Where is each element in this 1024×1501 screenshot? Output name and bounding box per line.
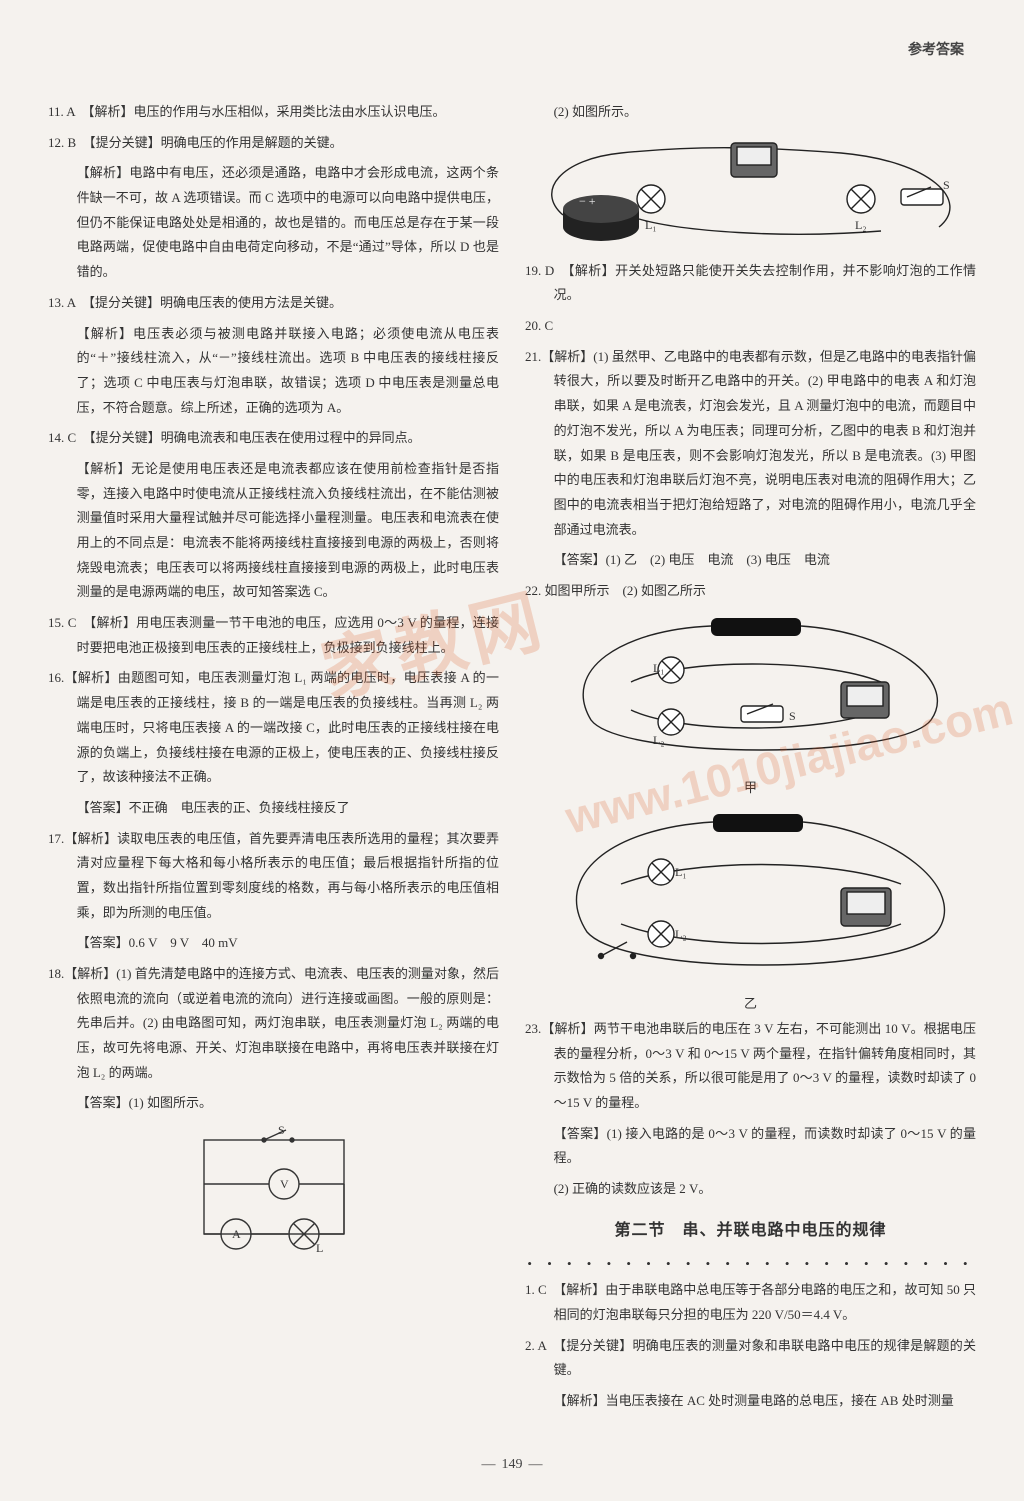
label-l2: L₂ bbox=[855, 218, 867, 232]
q23-ans2: (2) 正确的读数应该是 2 V。 bbox=[525, 1177, 976, 1202]
svg-text:L₂: L₂ bbox=[675, 927, 687, 941]
label-s: S bbox=[278, 1123, 285, 1137]
svg-text:− +: − + bbox=[579, 194, 596, 208]
q23-ans1: 【答案】(1) 接入电路的是 0～3 V 的量程，而读数时却读了 0～15 V … bbox=[525, 1122, 976, 1171]
svg-text:L₂: L₂ bbox=[653, 733, 665, 747]
q16-l1: 16.【解析】由题图可知，电压表测量灯泡 L₁ 两端的电压时，电压表接 A 的一… bbox=[48, 666, 499, 789]
label-v: V bbox=[280, 1177, 289, 1191]
s2-q1: 1. C 【解析】由于串联电路中总电压等于各部分电路的电压之和，故可知 50 只… bbox=[525, 1278, 976, 1327]
q15: 15. C 【解析】用电压表测量一节干电池的电压，应选用 0～3 V 的量程，连… bbox=[48, 611, 499, 660]
section-divider: • • • • • • • • • • • • • • • • • • • • … bbox=[525, 1252, 976, 1268]
label-s: S bbox=[943, 178, 950, 192]
q13-l2: 【解析】电压表必须与被测电路并联接入电路；必须使电流从电压表的“＋”接线柱流入，… bbox=[48, 322, 499, 421]
q17-l1: 17.【解析】读取电压表的电压值，首先要弄清电压表所选用的量程；其次要弄清对应量… bbox=[48, 827, 499, 926]
figure-22a: L₁ L₂ S bbox=[525, 610, 976, 770]
caption-yi: 乙 bbox=[525, 992, 976, 1017]
section-title: 第二节 串、并联电路中电压的规律 bbox=[525, 1216, 976, 1246]
s2-q2a: 2. A 【提分关键】明确电压表的测量对象和串联电路中电压的规律是解题的关键。 bbox=[525, 1334, 976, 1383]
q14-l2: 【解析】无论是使用电压表还是电流表都应该在使用前检查指针是否指零，连接入电路中时… bbox=[48, 457, 499, 605]
svg-text:L₁: L₁ bbox=[675, 865, 687, 879]
q21-ans: 【答案】(1) 乙 (2) 电压 电流 (3) 电压 电流 bbox=[525, 548, 976, 573]
page: 参考答案 11. A 【解析】电压的作用与水压相似，采用类比法由水压认识电压。 … bbox=[0, 0, 1024, 1450]
two-columns: 11. A 【解析】电压的作用与水压相似，采用类比法由水压认识电压。 12. B… bbox=[48, 100, 976, 1420]
svg-text:L₁: L₁ bbox=[653, 661, 665, 675]
q11: 11. A 【解析】电压的作用与水压相似，采用类比法由水压认识电压。 bbox=[48, 100, 499, 125]
page-number-value: 149 bbox=[502, 1457, 523, 1472]
q23-l1: 23.【解析】两节干电池串联后的电压在 3 V 左右，不可能测出 10 V。根据… bbox=[525, 1017, 976, 1116]
q21-l1: 21.【解析】(1) 虽然甲、乙电路中的电表都有示数，但是乙电路中的电表指针偏转… bbox=[525, 345, 976, 543]
q14-l1: 14. C 【提分关键】明确电流表和电压表在使用过程中的异同点。 bbox=[48, 426, 499, 451]
q13-l1: 13. A 【提分关键】明确电压表的使用方法是关键。 bbox=[48, 291, 499, 316]
caption-jia: 甲 bbox=[525, 776, 976, 801]
svg-text:S: S bbox=[789, 709, 796, 723]
label-l: L bbox=[316, 1241, 323, 1252]
q12-l2: 【解析】电路中有电压，还必须是通路，电路中才会形成电流，这两个条件缺一不可，故 … bbox=[48, 161, 499, 284]
figure-18-1: S V A L bbox=[48, 1122, 499, 1252]
q19: 19. D 【解析】开关处短路只能使开关失去控制作用，并不影响灯泡的工作情况。 bbox=[525, 259, 976, 308]
q20: 20. C bbox=[525, 314, 976, 339]
q16-ans: 【答案】不正确 电压表的正、负接线柱接反了 bbox=[48, 796, 499, 821]
page-header: 参考答案 bbox=[908, 38, 964, 65]
q17-ans: 【答案】0.6 V 9 V 40 mV bbox=[48, 931, 499, 956]
p18-2: (2) 如图所示。 bbox=[525, 100, 976, 125]
s2-q2b: 【解析】当电压表接在 AC 处时测量电路的总电压，接在 AB 处时测量 bbox=[525, 1389, 976, 1414]
left-column: 11. A 【解析】电压的作用与水压相似，采用类比法由水压认识电压。 12. B… bbox=[48, 100, 499, 1420]
page-number: —149— bbox=[0, 1452, 1024, 1479]
label-l1: L₁ bbox=[645, 218, 657, 232]
label-a: A bbox=[232, 1227, 241, 1241]
q18-l1: 18.【解析】(1) 首先清楚电路中的连接方式、电流表、电压表的测量对象，然后依… bbox=[48, 962, 499, 1085]
figure-18-2: L₁ L₂ S − + bbox=[525, 131, 976, 251]
q22-l1: 22. 如图甲所示 (2) 如图乙所示 bbox=[525, 579, 976, 604]
q18-ans: 【答案】(1) 如图所示。 bbox=[48, 1091, 499, 1116]
right-column: (2) 如图所示。 bbox=[525, 100, 976, 1420]
q12-l1: 12. B 【提分关键】明确电压的作用是解题的关键。 bbox=[48, 131, 499, 156]
figure-22b: L₁ L₂ bbox=[525, 806, 976, 986]
